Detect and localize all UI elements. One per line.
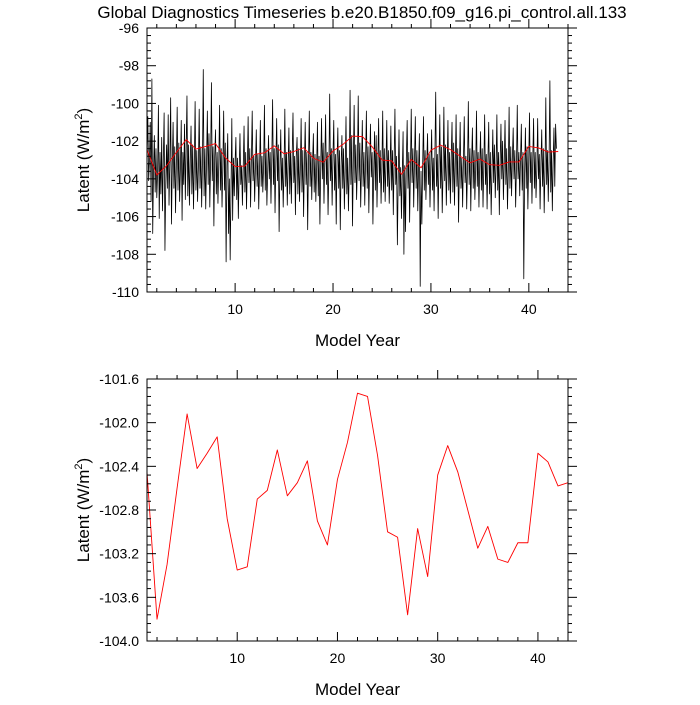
y-tick-label: -102.0 [99,415,139,431]
y-tick-label: -108 [111,246,139,262]
x-tick-label: 10 [227,301,243,317]
y-tick-label: -98 [119,58,139,74]
plot-frame [146,378,569,642]
x-tick-label: 40 [521,301,537,317]
series-line-0 [146,392,569,620]
y-axis-label: Latent (W/m2) [73,108,93,212]
y-tick-label: -102.8 [99,502,139,518]
y-tick-label: -101.6 [99,371,139,387]
x-tick-label: 10 [229,650,245,666]
series-line-1 [146,135,559,176]
y-tick-label: -106 [111,209,139,225]
x-tick-label: 20 [330,650,346,666]
y-tick-label: -104.0 [99,633,139,649]
panel-bottom: 10 20 30 40 -104.0 -103.6 -103.2 -102.8 -102.4 -1… [73,370,577,699]
y-tick-label: -102.4 [99,458,139,474]
x-tick-label: 20 [325,301,341,317]
y-axis-label: Latent (W/m2) [73,458,93,562]
y-tick-label: -104 [111,171,139,187]
y-tick-label: -110 [112,284,139,300]
y-tick-label: -96 [119,20,139,36]
x-tick-label: 30 [423,301,439,317]
y-tick-label: -100 [111,95,139,111]
y-tick-label: -103.2 [99,546,139,562]
y-tick-label: -102 [111,133,139,149]
x-axis-label: Model Year [315,680,400,699]
panel-top: 10 20 30 40 -110 -108 -106 -104 -102 -100 -98 -96 Mo… [73,19,577,350]
plot-frame [146,27,569,293]
figure-title: Global Diagnostics Timeseries b.e20.B185… [97,3,626,22]
series-line-0 [146,69,557,287]
x-tick-label: 30 [430,650,446,666]
x-axis-label: Model Year [315,331,400,350]
y-tick-label: -103.6 [99,589,139,605]
x-tick-label: 40 [530,650,546,666]
